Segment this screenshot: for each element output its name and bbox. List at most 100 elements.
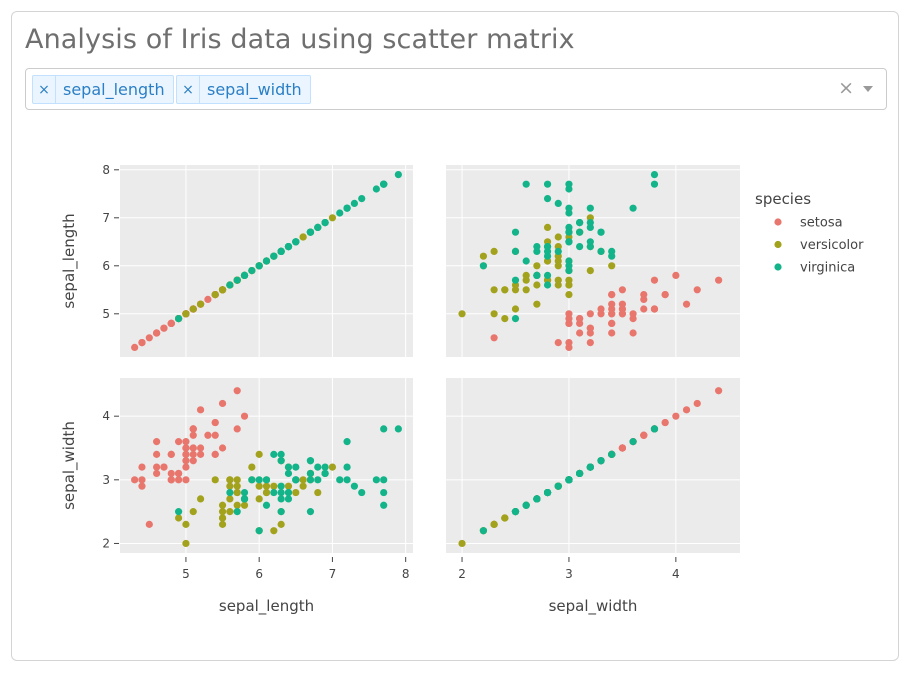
point-virginica[interactable]	[543, 180, 552, 188]
point-versicolor[interactable]	[182, 310, 190, 318]
point-setosa[interactable]	[175, 469, 183, 478]
point-setosa[interactable]	[618, 444, 627, 452]
point-setosa[interactable]	[640, 295, 648, 303]
point-versicolor[interactable]	[554, 276, 562, 284]
point-versicolor[interactable]	[211, 291, 219, 299]
point-setosa[interactable]	[693, 286, 701, 294]
point-virginica[interactable]	[394, 425, 402, 433]
point-setosa[interactable]	[189, 431, 197, 439]
point-virginica[interactable]	[543, 281, 552, 289]
point-virginica[interactable]	[522, 501, 530, 509]
point-setosa[interactable]	[608, 319, 616, 327]
point-setosa[interactable]	[138, 463, 146, 471]
point-virginica[interactable]	[226, 281, 234, 289]
point-setosa[interactable]	[131, 343, 139, 351]
point-virginica[interactable]	[284, 488, 293, 497]
point-versicolor[interactable]	[479, 252, 488, 260]
point-versicolor[interactable]	[299, 476, 307, 484]
point-setosa[interactable]	[715, 276, 723, 284]
point-virginica[interactable]	[277, 508, 285, 516]
point-setosa[interactable]	[182, 438, 190, 446]
point-setosa[interactable]	[196, 406, 205, 414]
point-setosa[interactable]	[153, 450, 161, 458]
point-setosa[interactable]	[608, 291, 616, 299]
point-setosa[interactable]	[490, 334, 498, 342]
point-setosa[interactable]	[211, 431, 219, 439]
point-virginica[interactable]	[277, 495, 285, 503]
point-virginica[interactable]	[511, 247, 520, 255]
point-setosa[interactable]	[138, 339, 146, 347]
point-setosa[interactable]	[204, 295, 212, 303]
point-virginica[interactable]	[394, 171, 402, 179]
point-setosa[interactable]	[160, 463, 168, 471]
point-setosa[interactable]	[153, 469, 161, 478]
point-virginica[interactable]	[233, 508, 241, 516]
point-versicolor[interactable]	[328, 214, 337, 222]
point-virginica[interactable]	[597, 247, 605, 255]
point-versicolor[interactable]	[314, 488, 322, 497]
point-virginica[interactable]	[358, 195, 366, 203]
point-virginica[interactable]	[277, 457, 285, 465]
point-setosa[interactable]	[565, 319, 573, 327]
point-setosa[interactable]	[682, 406, 691, 414]
point-virginica[interactable]	[306, 476, 315, 484]
point-versicolor[interactable]	[565, 276, 573, 284]
point-setosa[interactable]	[618, 286, 627, 294]
point-virginica[interactable]	[576, 228, 584, 236]
point-virginica[interactable]	[565, 228, 573, 236]
point-virginica[interactable]	[262, 257, 271, 265]
point-versicolor[interactable]	[533, 300, 541, 308]
point-versicolor[interactable]	[226, 508, 234, 516]
point-virginica[interactable]	[240, 271, 249, 279]
point-versicolor[interactable]	[182, 520, 190, 528]
point-versicolor[interactable]	[533, 262, 541, 270]
point-virginica[interactable]	[277, 247, 285, 255]
point-virginica[interactable]	[343, 463, 351, 471]
point-virginica[interactable]	[522, 180, 530, 188]
point-setosa[interactable]	[189, 450, 197, 458]
point-setosa[interactable]	[167, 450, 175, 458]
point-versicolor[interactable]	[233, 476, 241, 484]
point-virginica[interactable]	[586, 223, 594, 231]
point-virginica[interactable]	[543, 195, 552, 203]
point-virginica[interactable]	[565, 180, 573, 188]
clear-all-icon[interactable]: ×	[838, 77, 854, 99]
point-virginica[interactable]	[343, 204, 351, 212]
point-versicolor[interactable]	[248, 463, 256, 471]
point-setosa[interactable]	[715, 387, 723, 395]
point-virginica[interactable]	[321, 469, 329, 478]
point-versicolor[interactable]	[328, 463, 337, 471]
point-setosa[interactable]	[218, 399, 227, 408]
point-setosa[interactable]	[629, 329, 637, 337]
point-versicolor[interactable]	[501, 514, 509, 522]
point-virginica[interactable]	[321, 463, 329, 471]
point-virginica[interactable]	[522, 257, 530, 265]
point-versicolor[interactable]	[490, 247, 498, 255]
point-virginica[interactable]	[292, 476, 300, 484]
point-virginica[interactable]	[380, 488, 388, 497]
point-virginica[interactable]	[565, 267, 573, 275]
point-versicolor[interactable]	[226, 482, 234, 490]
point-virginica[interactable]	[175, 315, 183, 323]
point-setosa[interactable]	[565, 339, 573, 347]
point-setosa[interactable]	[672, 412, 680, 420]
point-virginica[interactable]	[350, 199, 358, 207]
point-virginica[interactable]	[533, 247, 541, 255]
point-setosa[interactable]	[167, 476, 175, 484]
point-versicolor[interactable]	[522, 286, 530, 294]
point-versicolor[interactable]	[255, 482, 263, 490]
remove-tag-icon[interactable]: ×	[177, 76, 200, 103]
point-versicolor[interactable]	[586, 267, 594, 275]
point-virginica[interactable]	[350, 482, 358, 490]
point-setosa[interactable]	[175, 476, 183, 484]
point-virginica[interactable]	[284, 243, 293, 251]
point-versicolor[interactable]	[501, 315, 509, 323]
point-virginica[interactable]	[306, 469, 315, 478]
point-setosa[interactable]	[189, 425, 197, 433]
point-virginica[interactable]	[565, 204, 573, 212]
point-setosa[interactable]	[597, 310, 605, 318]
point-versicolor[interactable]	[522, 271, 530, 279]
point-versicolor[interactable]	[196, 300, 205, 308]
point-virginica[interactable]	[336, 209, 344, 217]
point-setosa[interactable]	[682, 300, 691, 308]
